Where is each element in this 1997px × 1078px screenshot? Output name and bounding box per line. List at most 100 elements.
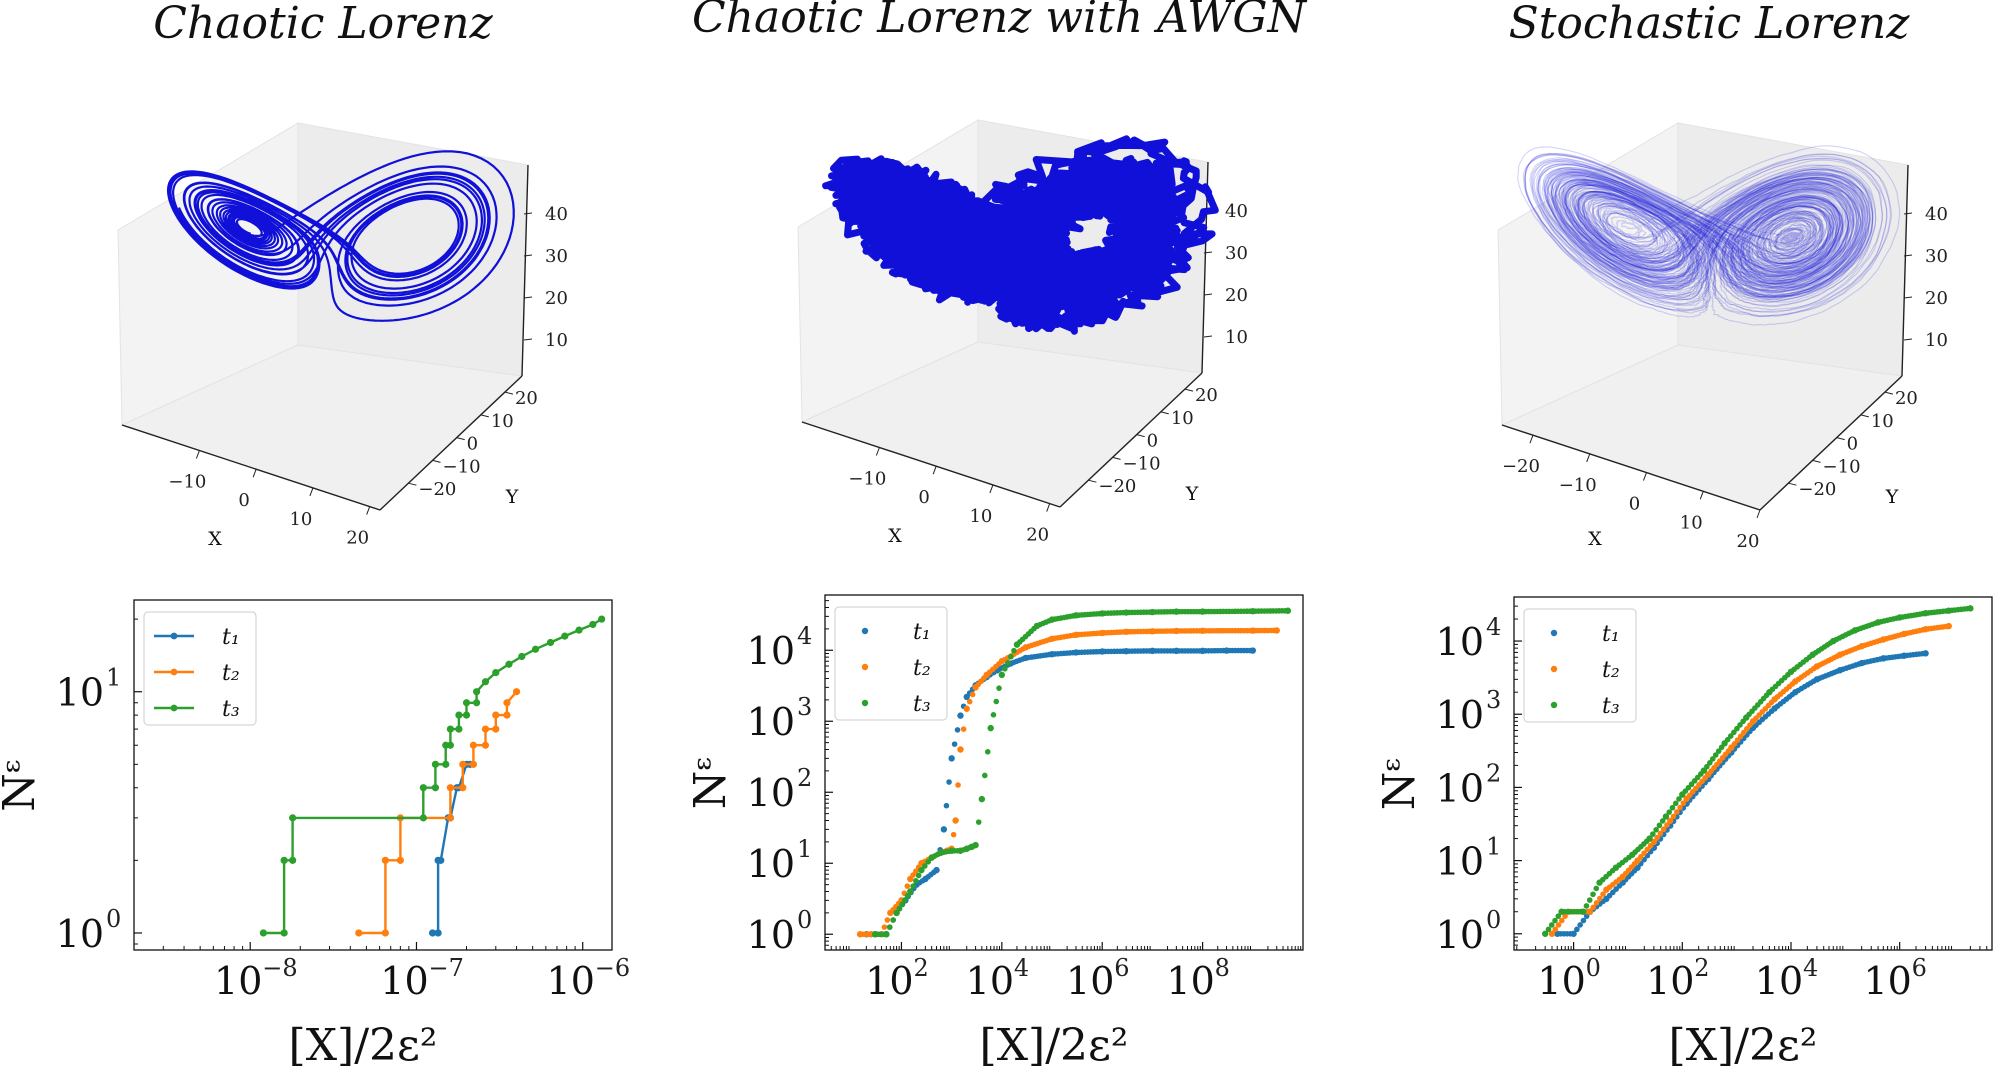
y-tick [504,391,514,395]
x-tick-label: 10 [865,959,913,1003]
z-tick-label: 40 [1225,201,1248,222]
series-2-point [960,726,967,732]
series-3-point [481,678,490,686]
y-tick-label: 10 [56,912,104,956]
legend-box [1523,608,1637,723]
z-tick-label: 30 [1925,246,1948,267]
series-1-point [1096,648,1103,655]
x-tick-label: 10 [969,506,992,527]
series-1-point [1577,922,1583,928]
series-3-point [915,872,922,879]
legend-marker-3 [861,699,869,707]
series-2-point [469,760,477,768]
series-2-point [966,698,973,705]
series-2-point [865,931,872,938]
y-tick [480,414,489,418]
y-tick [1812,459,1821,463]
x-axis-label: [X]/2ε² [980,1020,1129,1071]
series-3-point [960,846,967,853]
series-3-point [907,888,914,895]
y-tick-label: 10 [1436,840,1484,884]
x-tick-label: 10 [1680,512,1703,533]
series-3-point [1715,748,1722,754]
legend-label-1: t₁ [1602,622,1620,647]
series-3-point [1005,659,1011,666]
series-3-point [978,795,986,803]
series-2-point [503,711,511,719]
series-1-point [1019,656,1026,662]
z-tick-label: 20 [545,288,568,309]
series-3-point [1718,744,1725,751]
y-tick-exponent: 1 [797,835,812,863]
series-2-point [1898,631,1904,638]
x-tick-exponent: 6 [1114,954,1129,982]
series-2-point [881,924,888,930]
attractor-noisy-trajectory [822,135,1219,335]
series-3-point [419,784,427,792]
series-3-point [1196,608,1203,615]
series-3-point [1643,838,1650,845]
series-2-point [1555,922,1562,928]
series-3-point [934,851,941,858]
z-tick-label: 10 [1925,330,1948,351]
series-3-point [1669,804,1676,811]
series-2-point [1120,629,1126,635]
series-3-point [1827,640,1834,646]
x-tick-label: 10 [1166,959,1214,1003]
series-3-point [1672,800,1679,807]
y-tick-exponent: 3 [1486,686,1501,714]
series-3-point [996,685,1002,691]
series-1-point [919,878,926,884]
series-2-point [1702,775,1708,781]
legend-box [834,606,948,721]
series-3-point [1577,908,1583,915]
series-2-point [1631,861,1638,867]
series-3-point [473,688,481,696]
x-tick-label: 10 [1863,959,1911,1003]
y-tick-exponent: 0 [797,906,812,934]
series-3-point [455,711,463,719]
y-tick-exponent: 4 [1486,613,1501,641]
series-1-point [1855,661,1862,667]
series-3-point [982,772,988,779]
y-axis-line [1059,372,1203,508]
y-tick-label: 10 [1436,913,1484,957]
x-tick-exponent: 6 [1912,954,1927,982]
series-1-point [434,929,442,937]
series-2-point [884,917,891,923]
y-tick-label: 10 [747,842,795,886]
legend-marker-2 [170,668,178,676]
series-1-point [1789,691,1796,698]
series-3-point [431,784,440,792]
z-tick-label: 30 [1225,243,1248,264]
x-tick [932,466,937,475]
legend-marker-2 [1550,665,1558,673]
y-tick-label: 10 [1871,411,1894,432]
z-tick [1903,212,1913,215]
series-2-point [1737,733,1744,740]
series-3-point [1070,613,1076,619]
stochastic-trajectory [1536,162,1877,308]
series-2-point [1789,681,1796,687]
series-3-point [1650,831,1656,837]
z-axis-line [521,164,529,377]
series-2-point [1548,930,1556,937]
y-tick-label: 10 [491,411,514,432]
x-tick-label: 20 [346,528,369,549]
series-3-point [886,924,893,930]
series-2-point [1600,891,1606,897]
legend-label-2: t₂ [913,656,931,681]
series-3-point [1676,796,1682,802]
series-3-point [1727,733,1734,739]
x-tick-exponent: 0 [1586,954,1601,982]
series-3-point [1011,647,1017,654]
y-tick-label: 0 [1147,431,1158,452]
y-tick [1184,388,1194,392]
series-1-point [948,755,955,762]
y-tick-label: −10 [443,456,481,477]
legend-label-1: t₁ [222,625,240,650]
series-3-point [1893,615,1900,621]
y-axis-label: Y [1185,483,1199,505]
stochastic-trajectory [1517,146,1866,318]
legend-marker-3 [1550,701,1558,709]
